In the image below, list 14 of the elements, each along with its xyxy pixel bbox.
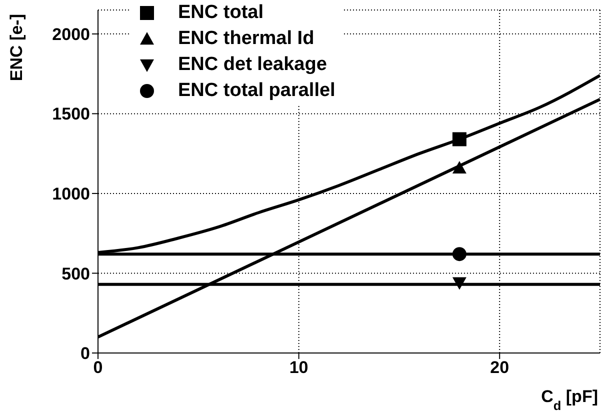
y-tick-label: 1500 (52, 104, 90, 124)
x-tick-label: 0 (93, 358, 103, 378)
legend-label: ENC thermal Id (178, 27, 314, 51)
legend-label: ENC total parallel (178, 79, 336, 103)
legend-label: ENC det leakage (178, 53, 327, 77)
x-tick-label: 10 (289, 358, 308, 378)
y-tick-label: 0 (80, 344, 90, 364)
x-axis-title: C$_{d}$ [pF] (541, 387, 598, 412)
y-tick-label: 2000 (52, 24, 90, 44)
y-axis-title: ENC [e-] (7, 14, 26, 82)
legend-label: ENC total (178, 1, 264, 25)
y-tick-label: 1000 (52, 184, 90, 204)
x-tick-label: 20 (490, 358, 510, 378)
y-tick-label: 500 (62, 264, 90, 284)
